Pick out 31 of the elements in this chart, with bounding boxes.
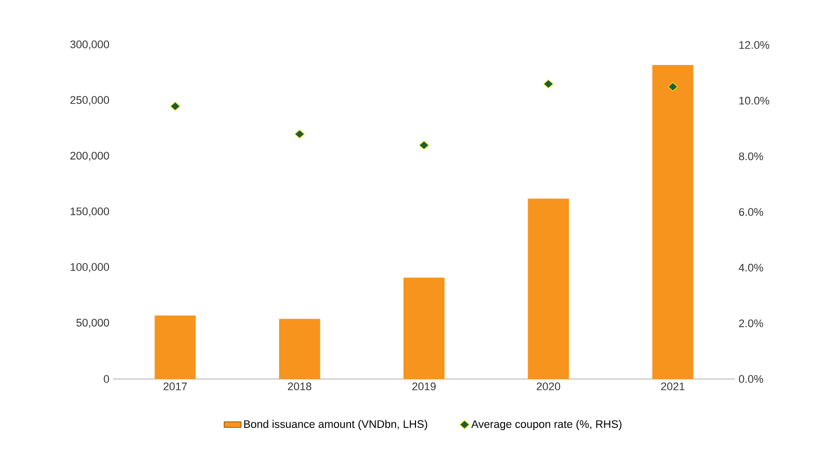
legend-label: Average coupon rate (%, RHS) [471, 420, 622, 430]
y-tick-label: 200,000 [70, 152, 110, 161]
x-tick-label: 2017 [164, 382, 187, 390]
bar [528, 198, 569, 379]
point [543, 79, 554, 88]
bar [279, 318, 320, 379]
y2-tick-label: 10.0% [739, 96, 770, 105]
y-tick-label: 0 [104, 375, 110, 383]
bar [403, 278, 445, 379]
x-tick-label: 2019 [412, 382, 436, 390]
point [294, 130, 305, 139]
y-tick-label: 100,000 [70, 263, 110, 272]
y-tick-label: 300,000 [70, 40, 110, 50]
x-tick-label: 2021 [661, 382, 684, 390]
x-tick-label: 2018 [288, 382, 312, 390]
point [668, 82, 678, 92]
y-tick-label: 150,000 [70, 207, 110, 217]
legend-label: Bond issuance amount (VNDbn, LHS) [244, 420, 428, 430]
y2-tick-label: 0.0% [738, 375, 764, 383]
x-tick-label: 2020 [536, 382, 560, 390]
y2-tick-label: 12.0% [739, 41, 770, 49]
y-tick-label: 250,000 [70, 96, 110, 106]
point [418, 140, 430, 150]
y-tick-label: 50,000 [76, 318, 110, 328]
bar [652, 65, 694, 379]
y2-tick-label: 8.0% [738, 152, 764, 160]
point [170, 102, 180, 111]
bar [154, 316, 196, 379]
y2-tick-label: 4.0% [738, 264, 764, 272]
y2-tick-label: 2.0% [739, 319, 764, 328]
y2-tick-label: 6.0% [739, 208, 764, 216]
